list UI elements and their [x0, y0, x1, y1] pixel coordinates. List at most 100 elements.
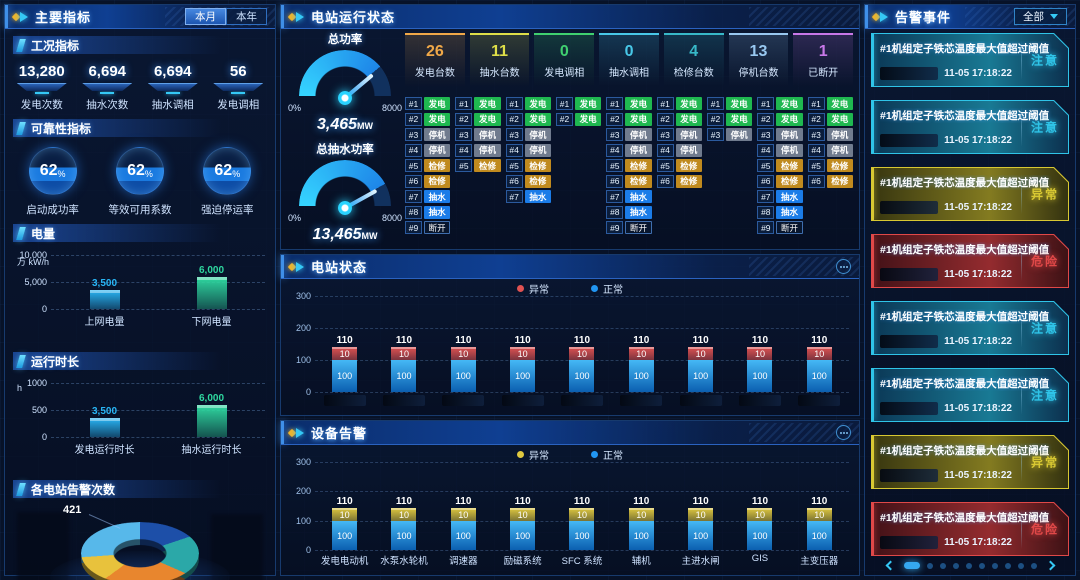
axis-tick-label: 5,000 [24, 277, 47, 287]
abnormal-segment: 10 [569, 508, 595, 521]
abnormal-segment: 10 [450, 508, 476, 521]
unit-count-tile: 26 发电台数 [405, 33, 465, 87]
panel-title: 设备告警 [311, 426, 368, 441]
unit-status-tag: 检修 [625, 174, 652, 188]
gauge-hub-icon [338, 91, 352, 105]
page-dot[interactable] [903, 562, 920, 569]
unit-number: #6 [757, 174, 775, 188]
normal-segment: 100 [747, 521, 773, 550]
page-dot[interactable] [1004, 562, 1011, 569]
tile-label: 发电台数 [414, 68, 455, 79]
x-axis-label [493, 395, 552, 406]
tile-label: 抽水台数 [479, 68, 520, 79]
axis-tick-label: 0 [41, 432, 47, 442]
station-column: #1 发电 #2 发电 #3 停机 #4 停机 #5 检修 #6 检修 #7 抽水 #8 抽水 #9 断开 [757, 97, 803, 243]
unit-number: #2 [555, 112, 573, 126]
alarm-time: 11-05 17:18:22 [944, 403, 1012, 414]
unit-status-row: #3 停机 [807, 128, 853, 141]
month-button[interactable]: 本月 [185, 8, 226, 25]
station-run-status-header: 电站运行状态 [281, 5, 859, 29]
metric-dash [231, 92, 246, 94]
ring-label: 启动成功率 [26, 204, 79, 216]
bar-total-label: 110 [633, 496, 650, 507]
alarm-card[interactable]: #1机组定子铁芯温度最大值超过阈值 11-05 17:18:22 注意 [871, 301, 1069, 355]
unit-count-tile: 1 已断开 [793, 33, 854, 87]
unit-number: #4 [757, 143, 775, 157]
bars-row: 110 10 100 110 10 100 110 10 100 110 10 100 110 10 100… [315, 296, 849, 392]
alarm-card[interactable]: #1机组定子铁芯温度最大值超过阈值 11-05 17:18:22 异常 [871, 167, 1069, 221]
axis-tick-label: 100 [295, 515, 311, 526]
gridline [51, 255, 265, 256]
unit-number: #5 [807, 159, 825, 172]
x-axis-label [790, 395, 849, 406]
more-icon[interactable] [836, 425, 851, 440]
unit-status-tag: 停机 [424, 143, 451, 157]
stacked-bar: 110 10 100 [552, 462, 611, 550]
unit-number: #8 [405, 205, 422, 219]
section-title: 各电站告警次数 [31, 482, 116, 497]
tile-label: 检修台数 [673, 68, 714, 79]
metric-label: 抽水调相 [151, 99, 194, 111]
alarm-card[interactable]: #1机组定子铁芯温度最大值超过阈值 11-05 17:18:22 注意 [871, 33, 1069, 87]
page-dot[interactable] [1017, 562, 1024, 569]
metric-value: 6,694 [88, 63, 127, 80]
gauge-title: 总功率 [327, 34, 363, 46]
page-dot[interactable] [1030, 562, 1037, 569]
unit-number: #2 [405, 112, 422, 126]
chart-plot: 0 500 1000 3,500 6,000 [27, 378, 265, 442]
unit-status-tag: 检修 [625, 159, 652, 172]
legend-dot-icon [591, 451, 598, 458]
page-dot[interactable] [991, 562, 998, 569]
stacked-bar: 110 10 100 [671, 462, 730, 550]
page-dot[interactable] [926, 562, 933, 569]
alarm-card[interactable]: #1机组定子铁芯温度最大值超过阈值 11-05 17:18:22 注意 [871, 368, 1069, 422]
prev-page-icon[interactable] [885, 560, 895, 571]
alarm-footer: 11-05 17:18:22 [880, 402, 1060, 415]
alarm-card[interactable]: #1机组定子铁芯温度最大值超过阈值 11-05 17:18:22 注意 [871, 100, 1069, 154]
gridline [51, 309, 265, 310]
alarm-card[interactable]: #1机组定子铁芯温度最大值超过阈值 11-05 17:18:22 危险 [871, 234, 1069, 288]
page-dot[interactable] [965, 562, 972, 569]
legend-item[interactable]: 异常 [517, 447, 549, 462]
filter-dropdown[interactable]: 全部 [1014, 8, 1067, 25]
next-page-icon[interactable] [1045, 560, 1055, 571]
tile-label: 停机台数 [738, 68, 779, 79]
legend-dot-icon [591, 285, 598, 292]
gauge-value: 13,465MW [312, 226, 378, 243]
more-icon[interactable] [836, 259, 851, 274]
unit-status-tag: 发电 [524, 97, 551, 110]
gauge-hub-icon [338, 201, 352, 215]
legend-item[interactable]: 异常 [517, 281, 549, 296]
alarm-time: 11-05 17:18:22 [944, 537, 1012, 548]
x-axis-label: 主进水闸 [681, 556, 720, 567]
x-axis-label: 主变压器 [800, 556, 839, 567]
unit-number: #5 [757, 159, 775, 172]
legend-item[interactable]: 正常 [591, 447, 623, 462]
gauge-arc [299, 50, 391, 96]
alarm-footer: 11-05 17:18:22 [880, 134, 1060, 147]
metric-pedestal [82, 83, 133, 91]
legend-label: 异常 [529, 451, 549, 462]
page-dot[interactable] [952, 562, 959, 569]
page-dot[interactable] [978, 562, 985, 569]
bar-total-label: 110 [811, 496, 828, 507]
alarm-card[interactable]: #1机组定子铁芯温度最大值超过阈值 11-05 17:18:22 危险 [871, 502, 1069, 556]
normal-segment: 100 [688, 521, 714, 550]
alarm-footer: 11-05 17:18:22 [880, 201, 1060, 214]
bar [89, 418, 120, 437]
unit-number: #6 [807, 174, 825, 188]
abnormal-segment: 10 [628, 508, 654, 521]
stacked-bar: 110 10 100 [612, 462, 671, 550]
unit-status-tag: 停机 [625, 143, 652, 157]
alarm-events-header: 告警事件 全部 [865, 5, 1075, 29]
main-indicators-header: 主要指标 本月 本年 [5, 5, 275, 29]
axis-tick-label: 500 [31, 405, 47, 415]
unit-status-row: #1 发电 [656, 97, 702, 110]
unit-number: #3 [706, 128, 724, 141]
page-dot[interactable] [939, 562, 946, 569]
year-button[interactable]: 本年 [226, 8, 267, 25]
unit-number: #1 [405, 97, 422, 110]
legend-item[interactable]: 正常 [591, 281, 623, 296]
normal-segment: 100 [806, 521, 832, 550]
alarm-card[interactable]: #1机组定子铁芯温度最大值超过阈值 11-05 17:18:22 异常 [871, 435, 1069, 489]
